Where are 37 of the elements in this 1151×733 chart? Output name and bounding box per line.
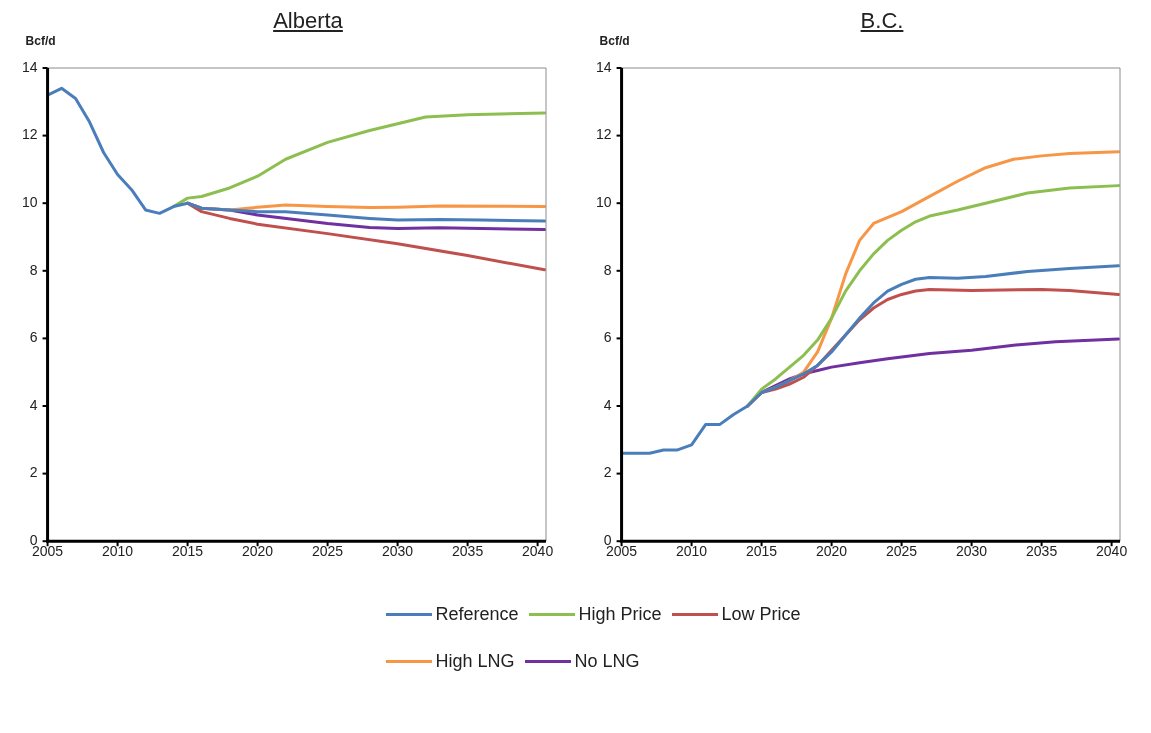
y-tick-label: 8: [603, 261, 612, 278]
legend-label: Reference: [435, 604, 519, 625]
legend-label: High Price: [578, 604, 662, 625]
x-tick-label: 2030: [382, 543, 414, 560]
y-tick-label: 4: [603, 396, 612, 413]
x-tick-label: 2015: [172, 543, 204, 560]
x-tick-label: 2015: [746, 543, 778, 560]
x-tick-label: 2020: [242, 543, 274, 560]
x-tick-label: 2020: [816, 543, 848, 560]
chart-title: B.C.: [859, 8, 905, 34]
x-tick-label: 2025: [312, 543, 344, 560]
x-tick-label: 2040: [522, 543, 554, 560]
y-tick-label: 6: [29, 329, 38, 346]
y-tick-label: 10: [21, 194, 38, 211]
y-axis-title: Bcf/d: [25, 34, 56, 49]
legend-label: Low Price: [721, 604, 801, 625]
legend-label: High LNG: [435, 651, 515, 672]
y-tick-label: 8: [29, 261, 38, 278]
y-axis-title: Bcf/d: [599, 34, 630, 49]
legend-label: No LNG: [574, 651, 640, 672]
y-tick-label: 12: [21, 126, 38, 143]
x-tick-label: 2040: [1096, 543, 1128, 560]
y-tick-label: 2: [29, 464, 38, 481]
y-tick-label: 10: [595, 194, 612, 211]
y-tick-label: 14: [21, 58, 38, 75]
x-tick-label: 2035: [1026, 543, 1058, 560]
x-tick-label: 2010: [102, 543, 134, 560]
x-tick-label: 2010: [676, 543, 708, 560]
x-tick-label: 2030: [956, 543, 988, 560]
y-tick-label: 14: [595, 58, 612, 75]
y-tick-label: 4: [29, 396, 38, 413]
y-tick-label: 12: [595, 126, 612, 143]
y-tick-label: 2: [603, 464, 612, 481]
x-tick-label: 2035: [452, 543, 484, 560]
y-tick-label: 6: [603, 329, 612, 346]
x-tick-label: 2025: [886, 543, 918, 560]
chart-title: Alberta: [272, 8, 344, 34]
